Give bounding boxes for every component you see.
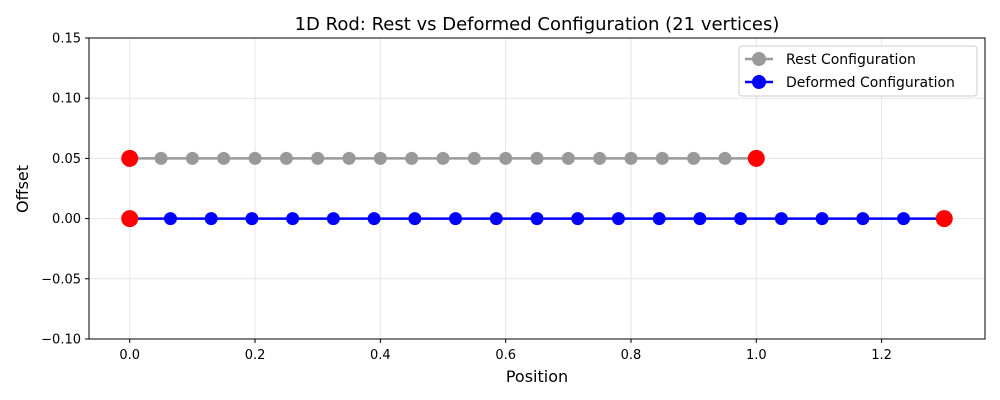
data-point bbox=[154, 151, 168, 165]
data-point bbox=[373, 151, 387, 165]
data-point bbox=[217, 151, 231, 165]
data-point bbox=[204, 212, 218, 226]
data-point bbox=[245, 212, 259, 226]
data-point bbox=[163, 212, 177, 226]
y-tick-label: −0.05 bbox=[41, 272, 81, 287]
x-tick-label: 1.0 bbox=[746, 348, 767, 363]
data-point bbox=[467, 151, 481, 165]
legend-marker bbox=[752, 52, 766, 66]
plot-frame bbox=[88, 37, 986, 340]
series-layer bbox=[121, 149, 953, 228]
series-deformed bbox=[121, 210, 953, 228]
data-point bbox=[311, 151, 325, 165]
series-rest bbox=[121, 149, 765, 167]
endpoint-marker bbox=[935, 210, 953, 228]
axes: 0.0 0.2 0.4 0.6 0.8 1.0 1.2 −0.10 −0.05 0.00 0.05 0… bbox=[41, 32, 892, 364]
endpoint-marker bbox=[121, 149, 139, 167]
data-point bbox=[687, 151, 701, 165]
data-point bbox=[436, 151, 450, 165]
x-axis-label: Position bbox=[506, 367, 568, 386]
data-point bbox=[286, 212, 300, 226]
data-point bbox=[774, 212, 788, 226]
data-point bbox=[561, 151, 575, 165]
data-point bbox=[279, 151, 293, 165]
legend-marker bbox=[752, 75, 766, 89]
endpoint-marker bbox=[747, 149, 765, 167]
x-tick-label: 0.8 bbox=[621, 348, 642, 363]
data-point bbox=[367, 212, 381, 226]
data-point bbox=[571, 212, 585, 226]
data-point bbox=[342, 151, 356, 165]
data-point bbox=[897, 212, 911, 226]
data-point bbox=[718, 151, 732, 165]
x-tick-label: 1.2 bbox=[871, 348, 892, 363]
data-point bbox=[248, 151, 262, 165]
y-tick-label: 0.10 bbox=[52, 92, 81, 107]
legend-label: Rest Configuration bbox=[786, 52, 916, 68]
data-point bbox=[326, 212, 340, 226]
data-point bbox=[693, 212, 707, 226]
data-point bbox=[652, 212, 666, 226]
data-point bbox=[815, 212, 829, 226]
endpoint-marker bbox=[121, 210, 139, 228]
y-tick-label: 0.00 bbox=[52, 212, 81, 227]
data-point bbox=[734, 212, 748, 226]
legend-label: Deformed Configuration bbox=[786, 75, 955, 91]
x-tick-label: 0.4 bbox=[370, 348, 391, 363]
data-point bbox=[530, 212, 544, 226]
data-point bbox=[655, 151, 669, 165]
data-point bbox=[449, 212, 463, 226]
data-point bbox=[405, 151, 419, 165]
data-point bbox=[856, 212, 870, 226]
legend-box bbox=[738, 45, 978, 97]
data-point bbox=[530, 151, 544, 165]
data-point bbox=[185, 151, 199, 165]
data-point bbox=[624, 151, 638, 165]
y-axis-label: Offset bbox=[13, 165, 32, 213]
chart-title: 1D Rod: Rest vs Deformed Configuration (… bbox=[295, 14, 780, 35]
data-point bbox=[489, 212, 503, 226]
legend: Rest Configuration Deformed Configuration bbox=[738, 45, 978, 97]
data-point bbox=[499, 151, 513, 165]
x-tick-label: 0.2 bbox=[245, 348, 266, 363]
y-tick-label: −0.10 bbox=[41, 333, 81, 348]
x-tick-label: 0.6 bbox=[495, 348, 516, 363]
y-tick-label: 0.05 bbox=[52, 152, 81, 167]
y-tick-label: 0.15 bbox=[52, 32, 81, 47]
data-point bbox=[408, 212, 422, 226]
x-tick-label: 0.0 bbox=[119, 348, 140, 363]
data-point bbox=[593, 151, 607, 165]
data-point bbox=[611, 212, 625, 226]
